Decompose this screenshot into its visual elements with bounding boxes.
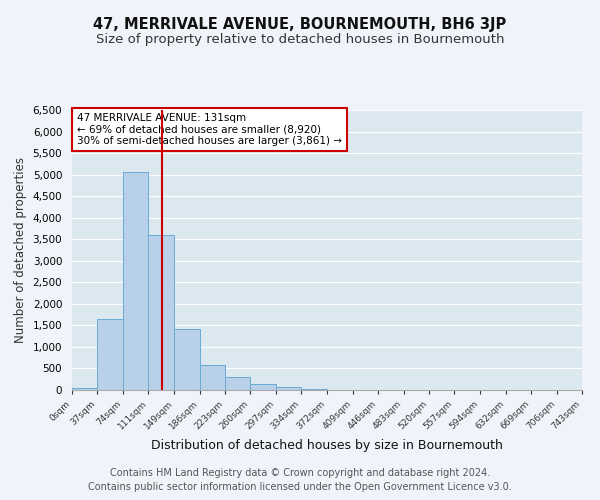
Bar [97,320,123,390]
Bar [123,172,148,390]
Bar [148,235,174,390]
Y-axis label: Number of detached properties: Number of detached properties [14,157,27,343]
Text: Size of property relative to detached houses in Bournemouth: Size of property relative to detached ho… [96,32,504,46]
Bar [200,365,225,390]
Text: Contains HM Land Registry data © Crown copyright and database right 2024.: Contains HM Land Registry data © Crown c… [110,468,490,477]
Bar [174,329,200,390]
Text: 47 MERRIVALE AVENUE: 131sqm
← 69% of detached houses are smaller (8,920)
30% of : 47 MERRIVALE AVENUE: 131sqm ← 69% of det… [77,113,342,146]
X-axis label: Distribution of detached houses by size in Bournemouth: Distribution of detached houses by size … [151,440,503,452]
Text: Contains public sector information licensed under the Open Government Licence v3: Contains public sector information licen… [88,482,512,492]
Bar [276,387,301,390]
Bar [250,384,276,390]
Bar [72,388,97,390]
Bar [301,388,328,390]
Text: 47, MERRIVALE AVENUE, BOURNEMOUTH, BH6 3JP: 47, MERRIVALE AVENUE, BOURNEMOUTH, BH6 3… [94,18,506,32]
Bar [225,377,250,390]
